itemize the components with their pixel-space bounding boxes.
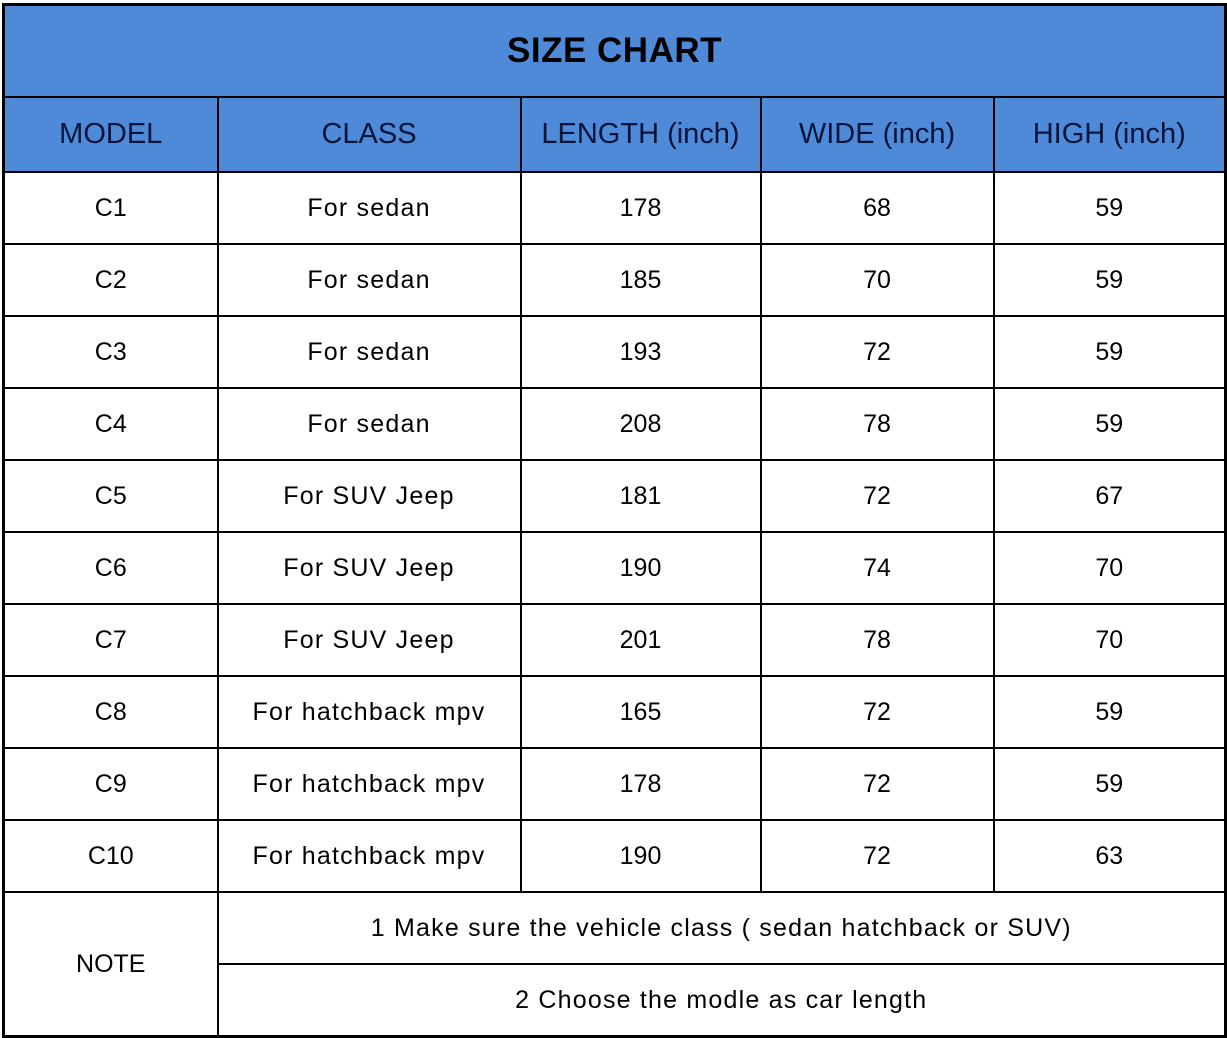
cell-class: For SUV Jeep [216, 603, 522, 677]
size-chart-container: SIZE CHART MODEL CLASS LENGTH (inch) WID… [2, 3, 1227, 1038]
cell-model: C5 [2, 459, 219, 533]
cell-high: 59 [992, 171, 1227, 245]
cell-class: For hatchback mpv [216, 747, 522, 821]
column-header-length: LENGTH (inch) [519, 96, 762, 173]
cell-length: 181 [519, 459, 762, 533]
cell-high: 59 [992, 387, 1227, 461]
cell-model: C8 [2, 675, 219, 749]
cell-wide: 74 [759, 531, 995, 605]
cell-length: 185 [519, 243, 762, 317]
title-row: SIZE CHART [2, 3, 1227, 98]
cell-class: For SUV Jeep [216, 459, 522, 533]
cell-length: 190 [519, 531, 762, 605]
size-chart-table: SIZE CHART MODEL CLASS LENGTH (inch) WID… [2, 3, 1227, 1038]
cell-high: 59 [992, 747, 1227, 821]
column-header-wide: WIDE (inch) [759, 96, 995, 173]
cell-model: C7 [2, 603, 219, 677]
cell-wide: 78 [759, 603, 995, 677]
table-row: C8 For hatchback mpv 165 72 59 [2, 675, 1227, 749]
page-title: SIZE CHART [507, 31, 723, 70]
cell-model: C9 [2, 747, 219, 821]
cell-model: C10 [2, 819, 219, 893]
cell-class: For hatchback mpv [216, 819, 522, 893]
table-row: C1 For sedan 178 68 59 [2, 171, 1227, 245]
cell-wide: 72 [759, 315, 995, 389]
note-line-1: 1 Make sure the vehicle class ( sedan ha… [216, 891, 1227, 965]
cell-class: For hatchback mpv [216, 675, 522, 749]
cell-wide: 72 [759, 747, 995, 821]
column-header-model: MODEL [2, 96, 219, 173]
cell-class: For sedan [216, 243, 522, 317]
table-row: C4 For sedan 208 78 59 [2, 387, 1227, 461]
cell-model: C4 [2, 387, 219, 461]
cell-high: 67 [992, 459, 1227, 533]
column-header-class: CLASS [216, 96, 522, 173]
table-row: C5 For SUV Jeep 181 72 67 [2, 459, 1227, 533]
cell-length: 193 [519, 315, 762, 389]
cell-length: 201 [519, 603, 762, 677]
cell-high: 70 [992, 603, 1227, 677]
cell-model: C2 [2, 243, 219, 317]
cell-model: C6 [2, 531, 219, 605]
header-row: MODEL CLASS LENGTH (inch) WIDE (inch) HI… [2, 96, 1227, 173]
column-header-high: HIGH (inch) [992, 96, 1227, 173]
cell-class: For sedan [216, 315, 522, 389]
cell-class: For SUV Jeep [216, 531, 522, 605]
note-row-1: NOTE 1 Make sure the vehicle class ( sed… [2, 891, 1227, 1038]
table-row: C3 For sedan 193 72 59 [2, 315, 1227, 389]
table-row: C6 For SUV Jeep 190 74 70 [2, 531, 1227, 605]
cell-class: For sedan [216, 171, 522, 245]
cell-wide: 70 [759, 243, 995, 317]
cell-wide: 72 [759, 459, 995, 533]
cell-length: 178 [519, 171, 762, 245]
cell-class: For sedan [216, 387, 522, 461]
note-line-2: 2 Choose the modle as car length [216, 963, 1227, 1038]
table-row: C9 For hatchback mpv 178 72 59 [2, 747, 1227, 821]
cell-length: 190 [519, 819, 762, 893]
table-row: C7 For SUV Jeep 201 78 70 [2, 603, 1227, 677]
table-row: C2 For sedan 185 70 59 [2, 243, 1227, 317]
cell-high: 63 [992, 819, 1227, 893]
cell-high: 59 [992, 315, 1227, 389]
cell-length: 178 [519, 747, 762, 821]
table-row: C10 For hatchback mpv 190 72 63 [2, 819, 1227, 893]
cell-wide: 72 [759, 675, 995, 749]
chart-title-cell: SIZE CHART [2, 3, 1227, 98]
cell-wide: 72 [759, 819, 995, 893]
cell-model: C1 [2, 171, 219, 245]
cell-high: 59 [992, 243, 1227, 317]
cell-model: C3 [2, 315, 219, 389]
cell-high: 70 [992, 531, 1227, 605]
cell-length: 165 [519, 675, 762, 749]
note-label: NOTE [2, 891, 219, 1038]
cell-high: 59 [992, 675, 1227, 749]
cell-wide: 78 [759, 387, 995, 461]
cell-wide: 68 [759, 171, 995, 245]
cell-length: 208 [519, 387, 762, 461]
